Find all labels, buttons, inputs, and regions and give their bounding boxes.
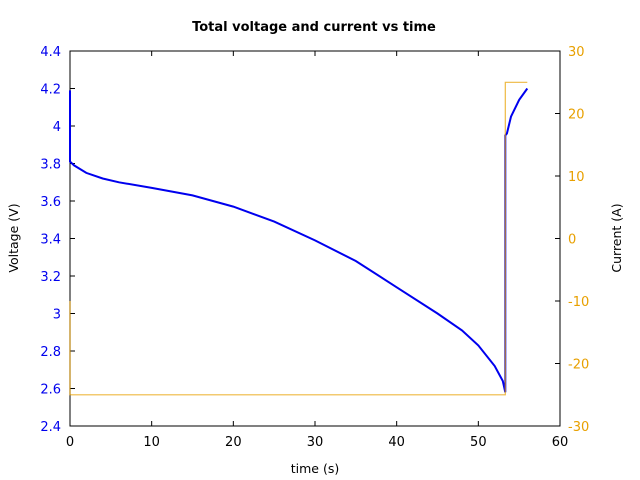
plot-frame bbox=[69, 50, 561, 427]
chart-title: Total voltage and current vs time bbox=[192, 20, 436, 35]
y-tick-label: 3.8 bbox=[40, 158, 61, 173]
y2-tick-label: -10 bbox=[568, 295, 589, 310]
y-tick-label: 3.6 bbox=[40, 195, 61, 210]
y-axis-label: Voltage (V) bbox=[6, 203, 21, 272]
y2-tick-label: 20 bbox=[568, 108, 585, 123]
x-axis-label: time (s) bbox=[291, 461, 339, 476]
y-tick-label: 4 bbox=[53, 120, 61, 135]
plot-lines bbox=[69, 81, 529, 396]
y-tick-label: 3 bbox=[53, 308, 61, 323]
y2-tick-label: -30 bbox=[568, 420, 589, 435]
y2-axis-label: Current (A) bbox=[609, 203, 624, 272]
x-tick-label: 10 bbox=[143, 435, 160, 450]
y-tick-label: 2.4 bbox=[40, 420, 61, 435]
y2-tick-label: 10 bbox=[568, 170, 585, 185]
y2-tick-label: 30 bbox=[568, 45, 585, 60]
y-tick-label: 2.8 bbox=[40, 345, 61, 360]
x-tick-label: 20 bbox=[225, 435, 242, 450]
y-tick-label: 4.4 bbox=[40, 45, 61, 60]
y-tick-label: 3.4 bbox=[40, 233, 61, 248]
x-tick-label: 50 bbox=[470, 435, 487, 450]
x-tick-label: 30 bbox=[307, 435, 324, 450]
x-tick-label: 40 bbox=[388, 435, 405, 450]
y-axis-current: 30 20 10 0 -10 -20 -30 bbox=[555, 45, 589, 435]
y-axis-voltage: 4.4 4.2 4 3.8 3.6 3.4 3.2 3 2.8 2.6 2.4 bbox=[40, 45, 75, 435]
x-tick-label: 0 bbox=[66, 435, 74, 450]
y-tick-label: 4.2 bbox=[40, 83, 61, 98]
x-axis: 0 10 20 30 40 50 60 bbox=[66, 51, 568, 450]
current-line bbox=[69, 81, 528, 396]
y2-tick-label: -20 bbox=[568, 358, 589, 373]
x-tick-label: 60 bbox=[552, 435, 569, 450]
voltage-line bbox=[69, 87, 529, 393]
y-tick-label: 2.6 bbox=[40, 383, 61, 398]
y-tick-label: 3.2 bbox=[40, 270, 61, 285]
y2-tick-label: 0 bbox=[568, 233, 576, 248]
